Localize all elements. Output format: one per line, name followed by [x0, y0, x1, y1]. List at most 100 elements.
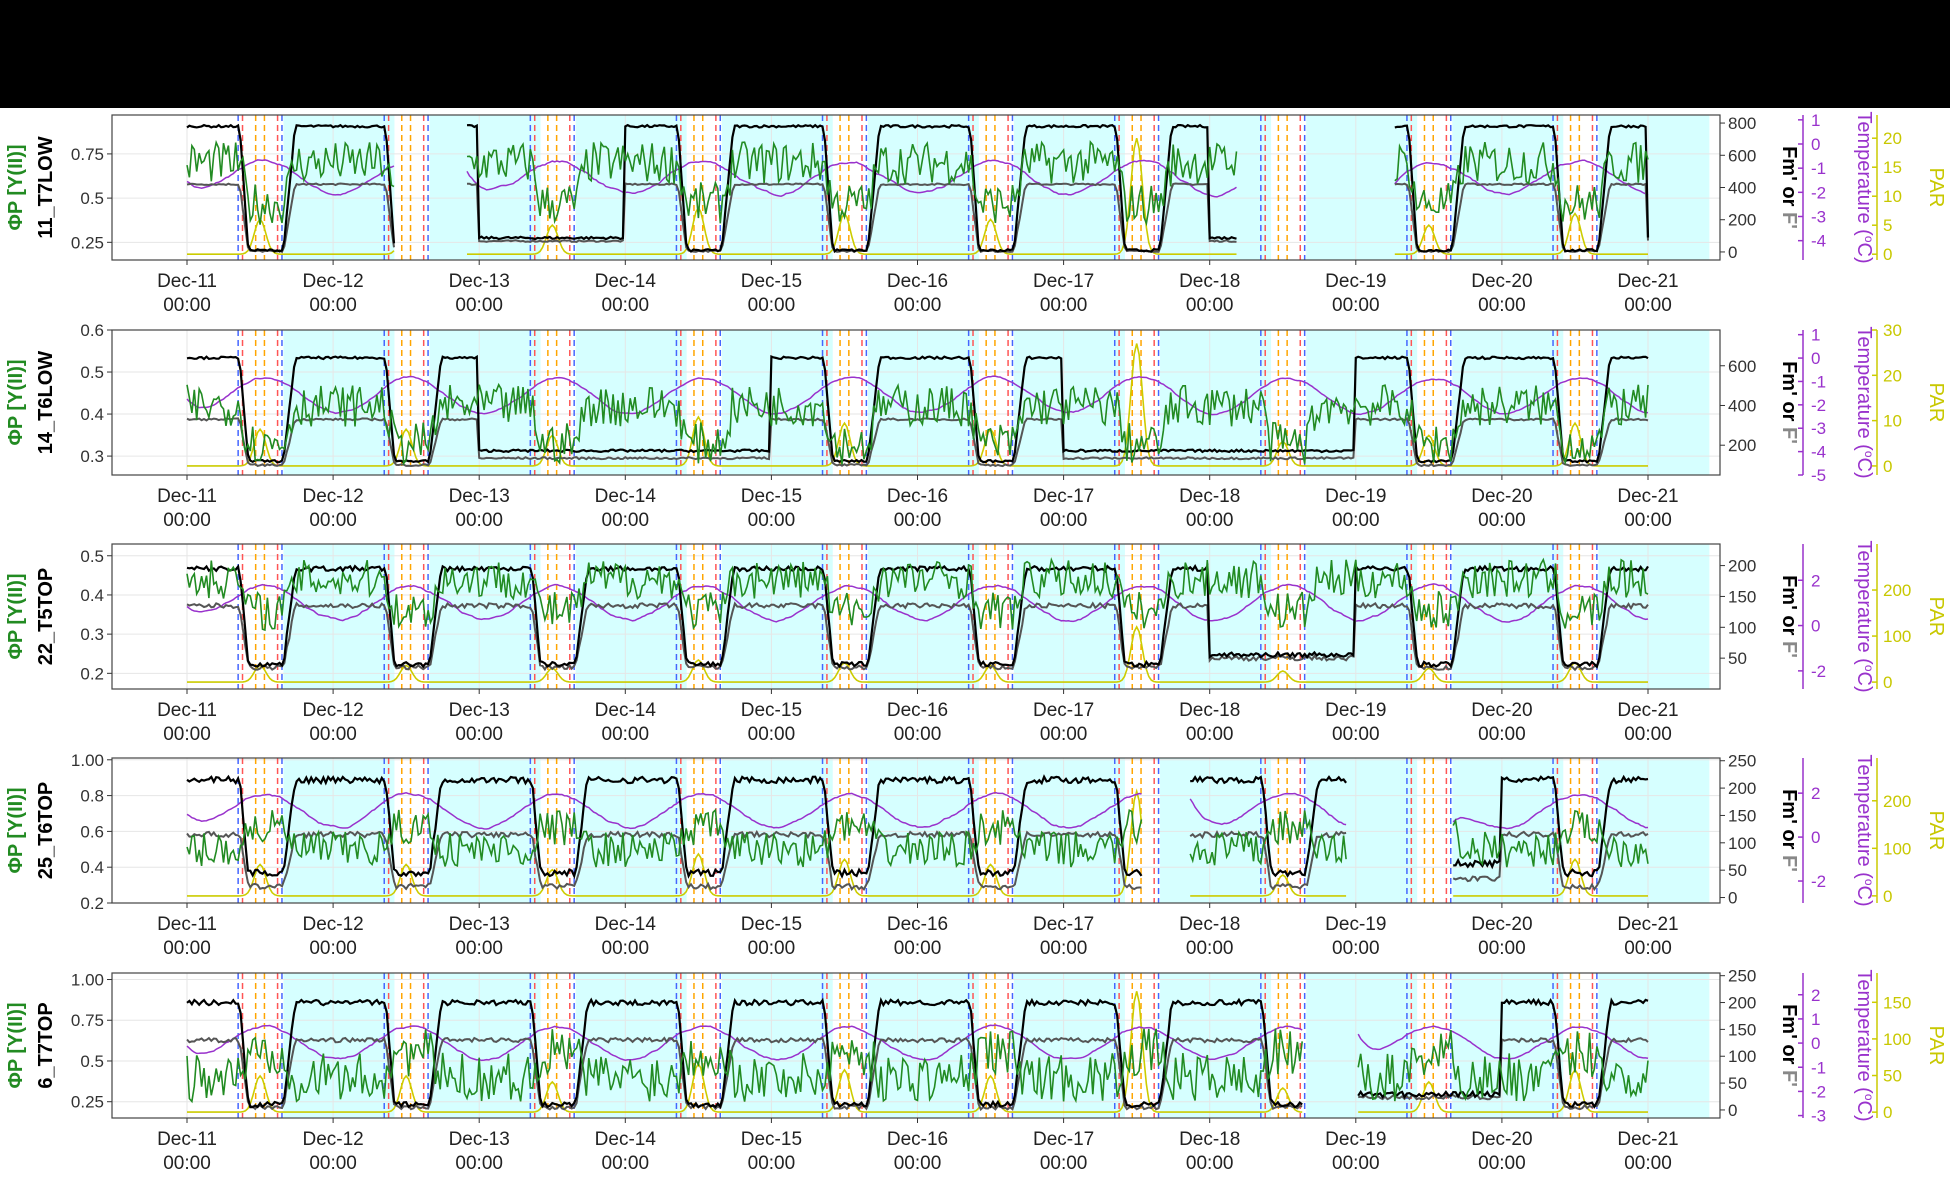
x-tick-label-time: 00:00 [1478, 938, 1526, 959]
x-tick-label-time: 00:00 [1186, 724, 1234, 745]
temp-tick-label: -2 [1811, 183, 1826, 202]
x-tick-label-time: 00:00 [602, 1153, 650, 1174]
plot-area [112, 330, 1720, 475]
fm-axis-title-or: or [1778, 1039, 1800, 1070]
x-tick-label-time: 00:00 [1478, 724, 1526, 745]
series-f-prime [186, 601, 1649, 672]
temp-axis-title-sup: o [1862, 451, 1876, 458]
night-shade [1013, 115, 1125, 260]
series-fm-prime [186, 563, 1649, 669]
night-shade [1160, 973, 1272, 1118]
series-par [187, 991, 1648, 1113]
x-tick-label-time: 00:00 [455, 938, 503, 959]
fm-tick-label: 150 [1728, 587, 1756, 606]
night-shade [1598, 973, 1710, 1118]
night-shade [1013, 973, 1125, 1118]
x-tick-label-time: 00:00 [1332, 510, 1380, 531]
fm-tick-label: 150 [1728, 1020, 1756, 1039]
temp-tick-label: -3 [1811, 419, 1826, 438]
x-tick-label: Dec-20 [1471, 271, 1532, 292]
x-tick-label: Dec-21 [1617, 700, 1678, 721]
plot-area [112, 115, 1720, 260]
par-tick-label: 20 [1883, 366, 1902, 385]
phi-tick-label: 0.8 [80, 787, 104, 806]
night-shade [1160, 544, 1272, 689]
x-tick-label: Dec-17 [1033, 914, 1094, 935]
par-tick-label: 0 [1883, 245, 1892, 264]
temp-axis-title: Temperature (oC) [1853, 326, 1876, 478]
night-shade [867, 973, 979, 1118]
x-tick-label: Dec-13 [449, 271, 510, 292]
x-tick-label: Dec-12 [302, 486, 363, 507]
temp-axis-title-sup: o [1862, 665, 1876, 672]
night-shade [1598, 330, 1710, 475]
night-shade [1598, 544, 1710, 689]
x-tick-label: Dec-15 [741, 486, 802, 507]
x-tick-label: Dec-20 [1471, 486, 1532, 507]
par-axis-title: PAR [1925, 597, 1947, 637]
fm-axis-title: Fm' or F' [1778, 789, 1800, 872]
x-tick-label-time: 00:00 [1040, 724, 1088, 745]
night-shade [283, 544, 395, 689]
fm-axis-title: Fm' or F' [1778, 146, 1800, 229]
phi-tick-label: 0.75 [71, 1011, 104, 1030]
temp-tick-label: 1 [1811, 326, 1820, 345]
x-tick-label: Dec-13 [449, 700, 510, 721]
temp-axis-title-sup: o [1862, 236, 1876, 243]
series-phi [186, 808, 1649, 868]
x-tick-label: Dec-13 [449, 486, 510, 507]
phi-tick-label: 0.6 [80, 822, 104, 841]
phi-axis-title: ΦP [Y(II)] [5, 144, 27, 230]
panel-14_T6LOW: Dec-11 00:00 Dec-12 00:00 Dec-13 00:00 Dec-14 0… [5, 321, 1947, 531]
x-tick-label-time: 00:00 [309, 510, 357, 531]
temp-axis-title-b: C) [1853, 886, 1875, 907]
x-tick-label: Dec-14 [595, 1129, 657, 1150]
x-tick-label-time: 00:00 [1478, 510, 1526, 531]
fm-tick-label: 100 [1728, 618, 1756, 637]
par-tick-label: 150 [1883, 993, 1911, 1012]
par-tick-label: 10 [1883, 187, 1902, 206]
fm-tick-label: 600 [1728, 357, 1756, 376]
night-shade [721, 973, 833, 1118]
x-tick-label-time: 00:00 [309, 938, 357, 959]
header-band [0, 0, 1950, 108]
par-tick-label: 15 [1883, 158, 1902, 177]
night-shade [575, 973, 687, 1118]
x-tick-label: Dec-13 [449, 1129, 510, 1150]
x-tick-label: Dec-11 [157, 486, 217, 507]
fm-axis-title-f: F' [1778, 855, 1800, 872]
series-phi [186, 382, 1649, 466]
x-tick-label: Dec-19 [1325, 271, 1386, 292]
temp-tick-label: -4 [1811, 443, 1826, 462]
x-tick-label-time: 00:00 [1040, 295, 1088, 316]
phi-tick-label: 0.5 [80, 189, 104, 208]
x-tick-label-time: 00:00 [163, 724, 211, 745]
night-shade [1306, 330, 1418, 475]
phi-tick-label: 0.3 [80, 625, 104, 644]
temp-tick-label: -3 [1811, 1107, 1826, 1126]
x-tick-label: Dec-18 [1179, 1129, 1240, 1150]
par-tick-label: 0 [1883, 457, 1892, 476]
phi-axis-title: ΦP [Y(II)] [5, 787, 27, 873]
x-tick-label-time: 00:00 [455, 295, 503, 316]
panel-id-label: 25_T6TOP [35, 782, 57, 879]
phi-tick-label: 0.25 [71, 1093, 104, 1112]
fm-axis-title-fm: Fm' [1778, 361, 1800, 396]
par-tick-label: 20 [1883, 129, 1902, 148]
panel-6_T7TOP: Dec-11 00:00 Dec-12 00:00 Dec-13 00:00 Dec-14 0… [5, 967, 1947, 1174]
fm-axis-title: Fm' or F' [1778, 361, 1800, 444]
x-tick-label: Dec-11 [157, 700, 217, 721]
panel-id-label: 6_T7TOP [35, 1002, 57, 1088]
x-tick-label: Dec-18 [1179, 914, 1240, 935]
night-shade [429, 973, 541, 1118]
x-tick-label: Dec-21 [1617, 914, 1678, 935]
night-shade [429, 544, 541, 689]
series-fm-prime [186, 354, 1649, 464]
temp-tick-label: 0 [1811, 828, 1820, 847]
x-tick-label: Dec-12 [302, 1129, 363, 1150]
phi-tick-label: 0.6 [80, 321, 104, 340]
phi-tick-label: 0.2 [80, 894, 104, 913]
series-par [187, 625, 1648, 683]
x-tick-label-time: 00:00 [748, 938, 796, 959]
par-tick-label: 100 [1883, 839, 1911, 858]
